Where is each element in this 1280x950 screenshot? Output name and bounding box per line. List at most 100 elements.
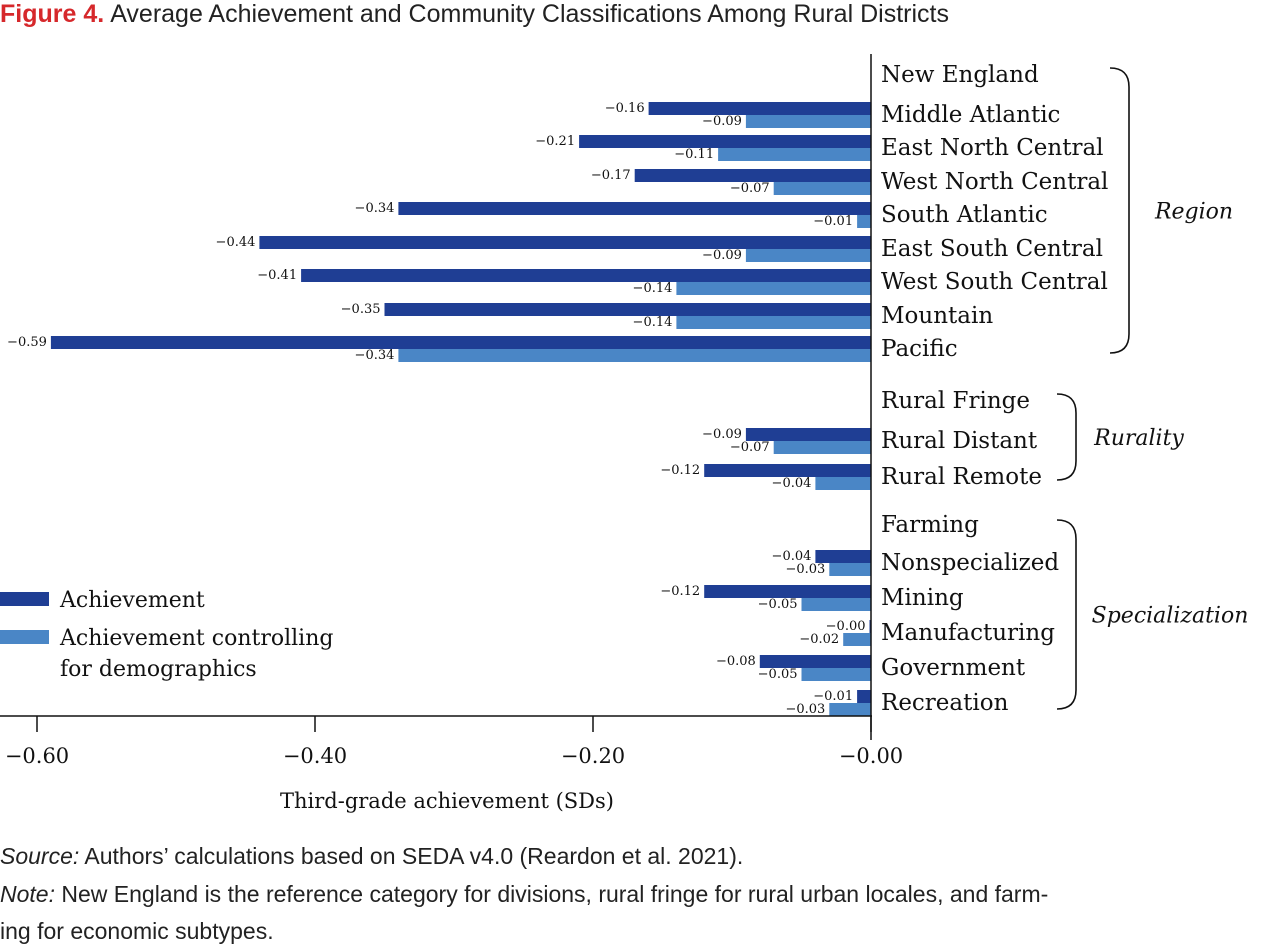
legend-swatch-achievement (0, 592, 49, 606)
value-label-achievement-rural-distant: −0.09 (702, 427, 742, 442)
bar-controlled-rural-remote (815, 477, 871, 490)
bar-achievement-nonspecialized (815, 550, 871, 563)
bar-controlled-recreation (829, 703, 871, 716)
bar-controlled-pacific (398, 349, 871, 362)
group-label-rurality: Rurality (1093, 426, 1184, 451)
x-axis-title: Third-grade achievement (SDs) (280, 789, 614, 813)
bar-achievement-west-north-central (634, 169, 871, 182)
note-continued: ing for economic subtypes. (0, 913, 1278, 949)
value-label-achievement-mining: −0.12 (660, 584, 700, 599)
bar-achievement-mining (704, 585, 871, 598)
category-label-east-north-central: East North Central (881, 135, 1104, 161)
note-text-2: ing for economic subtypes. (0, 918, 274, 944)
group-label-specialization: Specialization (1092, 604, 1249, 629)
category-label-east-south-central: East South Central (881, 236, 1103, 262)
category-labels-layer: New England Middle Atlantic East North Cen… (881, 62, 1108, 716)
x-tick-label: −0.60 (5, 744, 69, 768)
bar-controlled-mountain (676, 316, 871, 329)
value-label-controlled-east-north-central: −0.11 (674, 147, 714, 162)
category-label-government: Government (881, 655, 1026, 681)
value-label-achievement-west-south-central: −0.41 (257, 268, 297, 283)
figure-title-text: Average Achievement and Community Classi… (110, 0, 949, 28)
category-label-west-south-central: West South Central (881, 269, 1108, 295)
bar-achievement-east-south-central (259, 236, 871, 249)
value-label-achievement-middle-atlantic: −0.16 (605, 101, 645, 116)
value-label-achievement-nonspecialized: −0.04 (772, 549, 812, 564)
value-label-controlled-west-south-central: −0.14 (633, 281, 673, 296)
group-label-region: Region (1154, 200, 1233, 225)
value-label-achievement-mountain: −0.35 (341, 302, 381, 317)
value-label-controlled-west-north-central: −0.07 (730, 181, 770, 196)
value-label-achievement-south-atlantic: −0.34 (355, 201, 395, 216)
value-label-controlled-recreation: −0.03 (785, 702, 825, 717)
category-label-mountain: Mountain (881, 303, 993, 329)
source-label: Source: (0, 843, 80, 869)
source-text: Authors’ calculations based on SEDA v4.0… (79, 843, 744, 869)
category-label-rural-remote: Rural Remote (881, 464, 1042, 490)
bar-controlled-nonspecialized (829, 563, 871, 576)
bar-controlled-rural-distant (773, 441, 871, 454)
value-label-controlled-east-south-central: −0.09 (702, 248, 742, 263)
bracket-rurality (1056, 393, 1077, 481)
bars-layer (50, 102, 872, 716)
category-label-middle-atlantic: Middle Atlantic (881, 102, 1060, 128)
category-label-pacific: Pacific (881, 336, 958, 362)
value-label-achievement-rural-remote: −0.12 (660, 463, 700, 478)
category-label-mining: Mining (881, 585, 964, 611)
category-label-rural-distant: Rural Distant (881, 428, 1038, 454)
value-label-controlled-mining: −0.05 (758, 597, 798, 612)
bar-controlled-east-south-central (745, 249, 871, 262)
value-label-achievement-government: −0.08 (716, 654, 756, 669)
bar-achievement-east-north-central (579, 135, 871, 148)
x-tick-label: −0.00 (839, 744, 903, 768)
note: Note: New England is the reference categ… (0, 876, 1278, 912)
category-label-nonspecialized: Nonspecialized (881, 550, 1059, 576)
legend: Achievement Achievement controlling for de… (0, 588, 333, 682)
category-label-west-north-central: West North Central (881, 169, 1108, 195)
note-text: New England is the reference category fo… (54, 881, 1049, 907)
bar-achievement-recreation (857, 690, 871, 703)
value-label-achievement-manufacturing: −0.00 (826, 619, 866, 634)
bar-controlled-mining (801, 598, 871, 611)
value-label-controlled-manufacturing: −0.02 (799, 632, 839, 647)
value-label-achievement-east-north-central: −0.21 (535, 134, 575, 149)
bar-achievement-mountain (384, 303, 871, 316)
note-label: Note: (0, 881, 55, 907)
category-label-south-atlantic: South Atlantic (881, 202, 1048, 228)
category-label-manufacturing: Manufacturing (881, 620, 1055, 646)
group-brackets-layer: Region Rurality Specialization (1056, 67, 1249, 710)
bracket-region (1109, 67, 1130, 354)
legend-label-achievement: Achievement (59, 588, 205, 613)
source-note: Source: Authors’ calculations based on S… (0, 838, 1278, 874)
category-label-farming: Farming (881, 512, 979, 538)
bar-controlled-government (801, 668, 871, 681)
x-axis: −0.60 −0.40 −0.20 −0.00 (0, 54, 903, 768)
bar-controlled-east-north-central (718, 148, 871, 161)
value-label-controlled-rural-remote: −0.04 (772, 476, 812, 491)
bar-controlled-manufacturing (843, 633, 871, 646)
value-label-controlled-nonspecialized: −0.03 (785, 562, 825, 577)
figure-title: Figure 4. Average Achievement and Communi… (0, 0, 949, 28)
value-label-controlled-mountain: −0.14 (633, 315, 673, 330)
value-label-controlled-south-atlantic: −0.01 (813, 214, 853, 229)
bar-controlled-west-north-central (773, 182, 871, 195)
bar-achievement-rural-distant (745, 428, 871, 441)
bar-achievement-government (759, 655, 871, 668)
bar-achievement-west-south-central (301, 269, 872, 282)
category-label-new-england: New England (881, 62, 1039, 88)
bar-achievement-rural-remote (704, 464, 871, 477)
category-label-recreation: Recreation (881, 690, 1009, 716)
value-labels-layer: −0.16 −0.09 −0.21 −0.11 −0.17 −0.07 −0.34 −0.01… (7, 101, 865, 717)
figure-label: Figure 4. (0, 0, 104, 28)
legend-swatch-controlled (0, 630, 49, 644)
value-label-achievement-west-north-central: −0.17 (591, 168, 631, 183)
bar-achievement-middle-atlantic (648, 102, 871, 115)
value-label-controlled-government: −0.05 (758, 667, 798, 682)
legend-label-controlled: for demographics (60, 657, 257, 682)
value-label-achievement-pacific: −0.59 (7, 335, 47, 350)
category-label-rural-fringe: Rural Fringe (881, 388, 1030, 414)
legend-label-controlled: Achievement controlling (59, 626, 333, 651)
x-tick-label: −0.40 (283, 744, 347, 768)
x-tick-label: −0.20 (561, 744, 625, 768)
